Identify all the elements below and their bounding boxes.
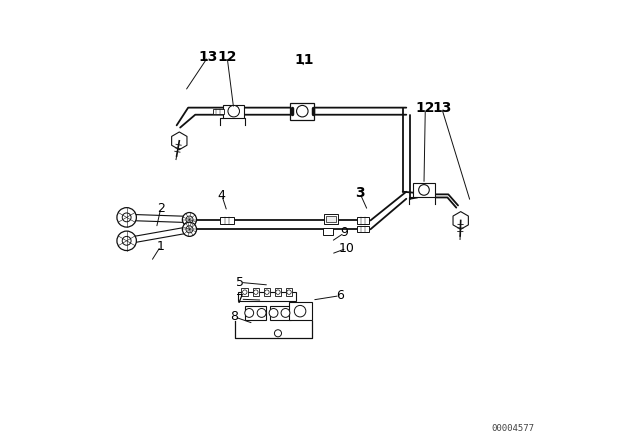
Bar: [275, 288, 282, 296]
Text: 9: 9: [340, 226, 348, 239]
Text: 13: 13: [432, 101, 451, 115]
Circle shape: [228, 105, 239, 117]
Bar: [289, 302, 312, 320]
Text: 10: 10: [339, 242, 355, 255]
Bar: [264, 288, 270, 296]
Text: 5: 5: [236, 276, 244, 289]
Circle shape: [275, 330, 282, 337]
Bar: [223, 105, 244, 117]
Bar: [324, 214, 338, 224]
Text: 3: 3: [355, 186, 365, 200]
Text: 8: 8: [230, 310, 239, 323]
Circle shape: [117, 231, 136, 250]
Bar: [413, 183, 435, 197]
Bar: [238, 292, 296, 301]
Text: 00004577: 00004577: [491, 424, 534, 433]
Circle shape: [182, 212, 196, 227]
Circle shape: [122, 213, 131, 222]
Circle shape: [419, 185, 429, 195]
Bar: [212, 108, 224, 114]
Text: 13: 13: [198, 50, 218, 64]
Polygon shape: [172, 132, 187, 150]
Circle shape: [294, 306, 306, 317]
Circle shape: [276, 290, 280, 294]
Circle shape: [243, 290, 247, 294]
Circle shape: [228, 106, 239, 116]
Circle shape: [186, 226, 193, 233]
Circle shape: [296, 105, 308, 117]
Circle shape: [122, 237, 131, 245]
Circle shape: [269, 309, 278, 317]
Bar: [356, 226, 369, 233]
Text: 11: 11: [295, 53, 314, 67]
Polygon shape: [453, 211, 468, 229]
Text: 7: 7: [236, 293, 244, 306]
Text: 2: 2: [157, 202, 164, 215]
Text: 12: 12: [218, 50, 237, 64]
Bar: [356, 217, 369, 224]
Bar: [326, 216, 336, 222]
Circle shape: [117, 207, 136, 227]
Bar: [290, 103, 314, 120]
Text: 1: 1: [157, 240, 164, 253]
Circle shape: [287, 290, 291, 294]
Bar: [245, 306, 266, 320]
Bar: [241, 288, 248, 296]
Bar: [269, 306, 291, 320]
Circle shape: [182, 222, 196, 237]
Text: 4: 4: [218, 189, 226, 202]
Circle shape: [253, 290, 258, 294]
Circle shape: [244, 309, 253, 317]
Bar: [323, 228, 333, 235]
Circle shape: [265, 290, 269, 294]
Text: 6: 6: [336, 289, 344, 302]
Bar: [253, 288, 259, 296]
Bar: [220, 217, 234, 224]
Circle shape: [257, 309, 266, 317]
Circle shape: [186, 216, 193, 223]
Text: 12: 12: [415, 101, 435, 115]
Circle shape: [281, 309, 290, 317]
Bar: [285, 288, 292, 296]
